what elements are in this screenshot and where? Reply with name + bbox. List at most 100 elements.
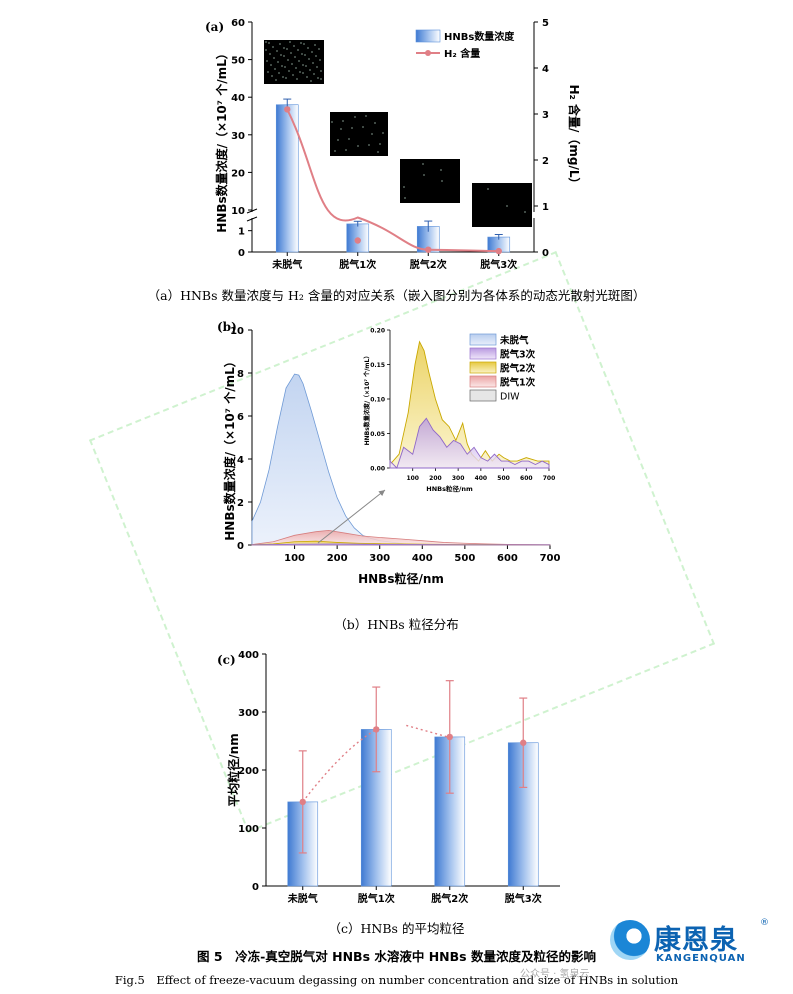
y2-tick-label: 5 [542,18,549,29]
speckle-dot [315,55,317,57]
x-axis-label: HNBs粒径/nm [358,571,444,586]
legend-swatch-point [425,50,431,56]
y-tick-label: 100 [238,824,259,835]
speckle-dot [298,60,300,62]
speckle-dot [301,53,303,55]
speckle-dot [316,66,318,68]
y-tick-label: 8 [237,369,244,380]
speckle-dot [351,127,353,129]
inset-y-tick-label: 0.10 [370,397,385,404]
x-tick-label: 未脱气 [287,892,318,905]
speckle-dot [382,132,384,134]
speckle-dot [271,75,273,77]
inset-x-tick-label: 700 [543,475,556,482]
y-tick-label: 0 [252,882,259,893]
speckle-dot [310,80,312,82]
y2-tick-label: 1 [542,202,549,213]
panel-c: (c) 0 100 200 300 400 平均粒径/nm 未脱气 脱气1次 脱气2次 脱气3次 [217,650,560,905]
x-tick-label: 700 [540,553,561,564]
y-tick-label: 0 [238,248,245,259]
y-tick-label: 4 [237,455,244,466]
speckle-dot [318,48,320,50]
speckle-dot [368,144,370,146]
inset-x-axis-label: HNBs粒径/nm [426,484,473,493]
speckle-dot [268,42,270,44]
speckle-dot [337,139,339,141]
speckle-dot [377,151,379,153]
inset-x-tick-label: 300 [452,475,465,482]
speckle-dot [265,49,267,51]
inset-area-series [389,417,550,469]
caption-a: （a）HNBs 数量浓度与 H₂ 含量的对应关系（嵌入图分别为各体系的动态光散射… [147,288,646,303]
inset-y-tick-label: 0.05 [370,431,385,438]
speckle-dot [289,41,291,43]
x-tick-label: 500 [454,553,475,564]
speckle-dot [440,169,442,171]
speckle-dot [286,48,288,50]
speckle-dot [403,186,405,188]
panel-label-a: (a) [205,20,224,34]
speckle-dot [314,44,316,46]
axis-break-gap [246,212,540,218]
speckle-dot [313,73,315,75]
trend-line [406,724,448,738]
y-tick-label: 2 [237,498,244,509]
speckle-dot [281,65,283,67]
figure-caption-cn: 图 5 冷冻-真空脱气对 HNBs 水溶液中 HNBs 数量浓度及粒径的影响 [197,949,596,964]
speckle-dot [302,72,304,74]
speckle-dot [334,150,336,152]
h2-point [284,106,291,113]
y-tick-label: 0 [237,541,244,552]
mean-point [373,726,380,733]
panel-label-b: (b) [217,320,237,334]
speckle-dot [287,59,289,61]
speckle-dot [345,149,347,151]
x-tick-label: 脱气3次 [480,258,517,271]
legend-label: 脱气2次 [500,363,536,375]
legend-swatch [469,389,497,402]
speckle-dot [274,68,276,70]
legend-label-line: H₂ 含量 [444,47,480,60]
brand-logo: 康恩泉 KANGENQUAN ® [610,918,780,976]
speckle-dot [309,69,311,71]
speckle-dot [348,138,350,140]
speckle-dot [279,43,281,45]
x-tick-label: 600 [497,553,518,564]
y-axis-label: HNBs数量浓度/（×10⁷ 个/mL） [214,47,229,232]
brand-name-en: KANGENQUAN [656,953,746,964]
y-tick-label: 6 [237,412,244,423]
speckle-dot [275,79,277,81]
legend-swatch-bar [415,29,441,43]
x-tick-label: 脱气1次 [358,892,395,905]
speckle-dot [288,70,290,72]
y-tick-label: 40 [231,93,245,104]
speckle-dot [340,128,342,130]
h2-point [354,237,361,244]
inset-x-tick-label: 500 [497,475,510,482]
speckle-dot [265,41,267,43]
legend-label: 脱气3次 [500,349,536,361]
x-tick-label: 400 [412,553,433,564]
inset-x-tick-label: 200 [429,475,442,482]
brand-swirl-icon [610,920,650,960]
speckle-dot [305,65,307,67]
y2-tick-label: 0 [542,248,549,259]
wechat-watermark: 公众号 · 氢泉云 [520,969,590,980]
speckle-dot [302,64,304,66]
speckle-dot [371,133,373,135]
panel-b: (b) 0 2 4 6 8 10 100 200 300 400 500 600 700 HNBs粒径/nm… [217,320,560,586]
inset-x-tick-label: 400 [475,475,488,482]
mean-point [520,739,527,746]
y-tick-label: 1 [238,227,245,238]
speckle-dot [307,47,309,49]
speckle-dot [423,174,425,176]
speckle-dot [317,77,319,79]
dls-speckle-image [264,40,324,84]
y-tick-label: 10 [231,206,245,217]
speckle-dot [266,60,268,62]
y2-tick-label: 4 [542,64,549,75]
y-axis-label: HNBs数量浓度/（×10⁷ 个/mL） [222,355,237,540]
speckle-dot [277,61,279,63]
speckle-dot [357,145,359,147]
speckle-dot [291,63,293,65]
